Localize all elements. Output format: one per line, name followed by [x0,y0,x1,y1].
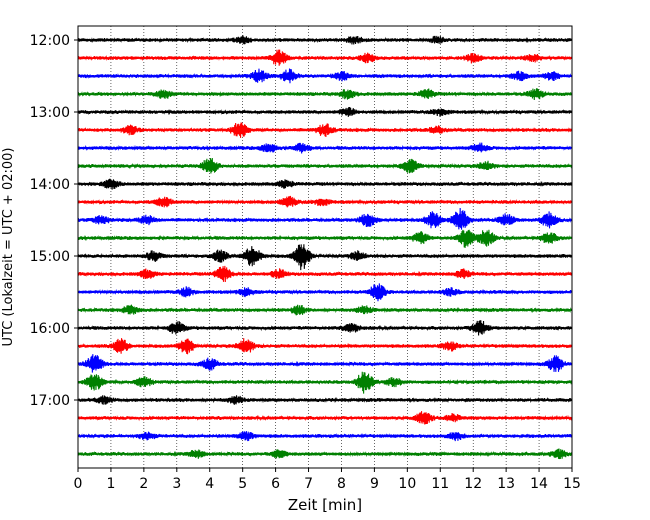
x-tick-label: 11 [431,476,449,492]
x-tick-label: 13 [497,476,515,492]
seismic-trace [77,431,573,442]
x-tick-label: 7 [304,476,313,492]
x-tick-label: 9 [370,476,379,492]
x-axis-label: Zeit [min] [288,496,362,514]
seismic-trace [77,208,573,230]
y-tick-label: 12:00 [30,33,70,49]
trace-group [77,35,573,460]
seismic-trace [77,354,573,373]
seismic-trace [77,229,573,248]
x-tick-label: 14 [530,476,548,492]
seismic-trace [77,107,573,117]
plot-frame [77,25,573,469]
seismic-trace [77,244,573,271]
y-axis-label: UTC (Lokalzeit = UTC + 02:00) [1,148,16,347]
seismic-trace [77,195,573,208]
x-tick-label: 1 [106,476,115,492]
x-tick-label: 5 [238,476,247,492]
x-tick-label: 8 [337,476,346,492]
seismic-trace [77,411,573,425]
x-tick-label: 15 [563,476,581,492]
seismic-trace [77,178,573,190]
x-tick-label: 6 [271,476,280,492]
seismic-trace [77,88,573,100]
x-tick-label: 0 [74,476,83,492]
seismic-trace [77,122,573,138]
y-tick-label: 17:00 [30,393,70,409]
seismic-trace [77,283,573,302]
seismic-trace [77,265,573,282]
seismic-trace [77,448,573,460]
seismic-trace [77,68,573,84]
y-tick-label: 13:00 [30,105,70,121]
x-tick-label: 3 [172,476,181,492]
seismic-trace [77,338,573,355]
y-axis-ticks: 12:00 13:00 14:00 15:00 16:00 17:00 [30,33,78,409]
seismic-trace [77,142,573,154]
seismic-trace [77,35,573,45]
seismic-trace [77,158,573,174]
y-tick-label: 16:00 [30,321,70,337]
y-tick-label: 14:00 [30,177,70,193]
seismic-trace [77,395,573,405]
seismic-trace [77,320,573,336]
x-tick-label: 2 [139,476,148,492]
y-tick-label: 15:00 [30,249,70,265]
x-axis-ticks: 0 1 2 3 4 5 6 7 8 9 10 11 12 13 14 15 [74,468,581,492]
x-tick-label: 10 [398,476,416,492]
seismic-trace [77,371,573,394]
x-tick-label: 4 [205,476,214,492]
x-tick-label: 12 [464,476,482,492]
seismic-trace [77,49,573,66]
seismic-trace [77,304,573,316]
